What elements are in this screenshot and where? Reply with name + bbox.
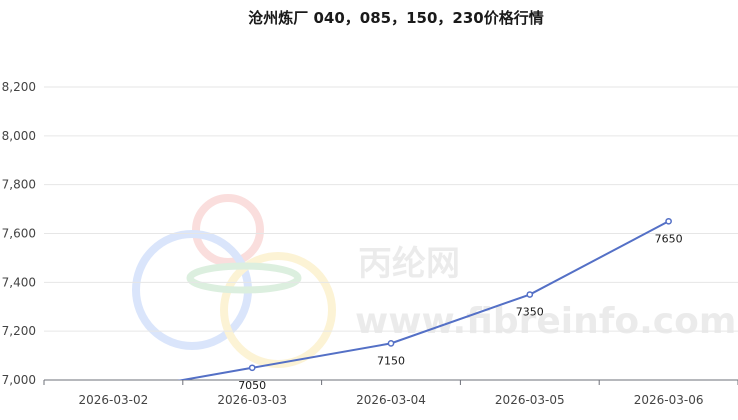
data-point: [665, 217, 672, 225]
y-tick-label: 7,800: [2, 178, 36, 192]
y-tick-label: 8,000: [2, 129, 36, 143]
x-tick-label: 2026-03-02: [79, 393, 149, 407]
x-tick-label: 2026-03-06: [634, 393, 704, 407]
watermark-ring-red: [192, 194, 264, 266]
x-axis: 2026-03-02 2026-03-03 2026-03-04 2026-03-05…: [43, 379, 738, 407]
watermark-brand-cn: 丙纶网: [358, 244, 460, 284]
data-point: [387, 340, 395, 347]
data-label: 7650: [655, 232, 683, 245]
data-point: [248, 364, 256, 372]
y-tick-label: 7,000: [2, 373, 36, 387]
x-tick-label: 2026-03-05: [495, 393, 565, 407]
chart-title: 沧州炼厂 040，085，150，230价格行情: [248, 9, 543, 27]
data-point: [526, 291, 534, 298]
data-label: 7350: [516, 306, 544, 319]
y-tick-label: 7,600: [2, 227, 36, 241]
watermark: 丙纶网 www.fibreinfo.com: [132, 194, 736, 368]
y-tick-label: 7,400: [2, 275, 36, 289]
y-axis: 7,000 7,200 7,400 7,600 7,800 8,000 8,200: [2, 80, 36, 387]
watermark-ring-green: [186, 262, 302, 294]
x-tick-label: 2026-03-04: [356, 393, 426, 407]
y-tick-label: 8,200: [2, 80, 36, 94]
series-line: 7050 7150 7350 7650: [177, 217, 683, 392]
y-tick-label: 7,200: [2, 324, 36, 338]
x-tick-label: 2026-03-03: [217, 393, 287, 407]
data-label: 7050: [238, 379, 266, 392]
grid-lines: [44, 86, 738, 332]
watermark-brand-url: www.fibreinfo.com: [355, 301, 736, 342]
data-label: 7150: [377, 354, 405, 367]
